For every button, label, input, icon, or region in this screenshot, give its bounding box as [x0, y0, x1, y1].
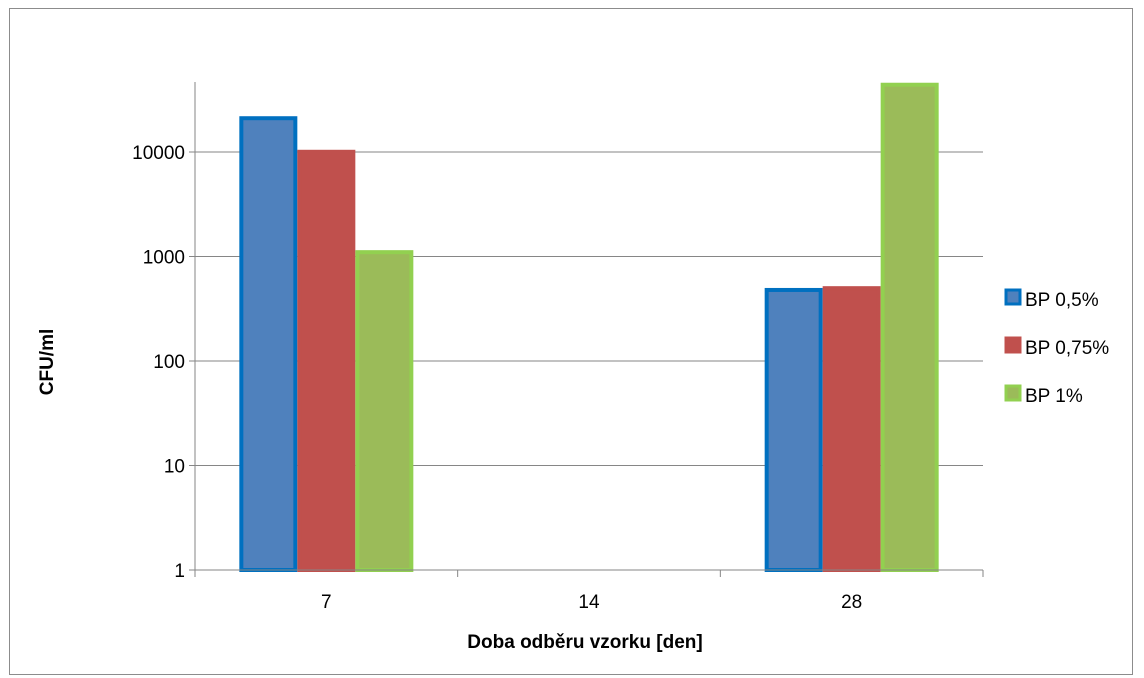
legend-label: BP 0,5%: [1025, 290, 1099, 311]
bars: [239, 82, 939, 573]
legend-swatch: [1004, 288, 1022, 306]
y-tick-label: 1000: [143, 248, 185, 269]
bar: [297, 149, 356, 573]
bar: [822, 286, 881, 572]
bar: [355, 250, 414, 572]
y-tick-label: 1: [174, 561, 185, 582]
x-tick-label: 28: [841, 592, 862, 613]
legend-label: BP 0,75%: [1025, 338, 1109, 359]
x-tick-label: 7: [321, 592, 332, 613]
y-tick-label: 10: [164, 457, 185, 478]
y-tick-labels: 1 10 100 1000 10000: [132, 143, 185, 582]
legend-label: BP 1%: [1025, 386, 1083, 407]
legend-swatch: [1004, 384, 1022, 402]
x-axis-title: Doba odběru vzorku [den]: [467, 632, 702, 653]
y-axis-title: CFU/ml: [37, 329, 58, 396]
bar: [880, 82, 939, 572]
legend: BP 0,5% BP 0,75% BP 1%: [1004, 288, 1109, 407]
chart-frame: [9, 8, 1133, 675]
x-tick-labels: 7 14 28: [321, 592, 862, 613]
x-tick-label: 14: [578, 592, 600, 613]
bar: [239, 116, 298, 572]
bar: [764, 287, 823, 572]
y-tick-label: 10000: [132, 143, 185, 164]
y-tick-label: 100: [153, 352, 185, 373]
axes: [189, 82, 984, 577]
legend-swatch: [1004, 336, 1022, 354]
